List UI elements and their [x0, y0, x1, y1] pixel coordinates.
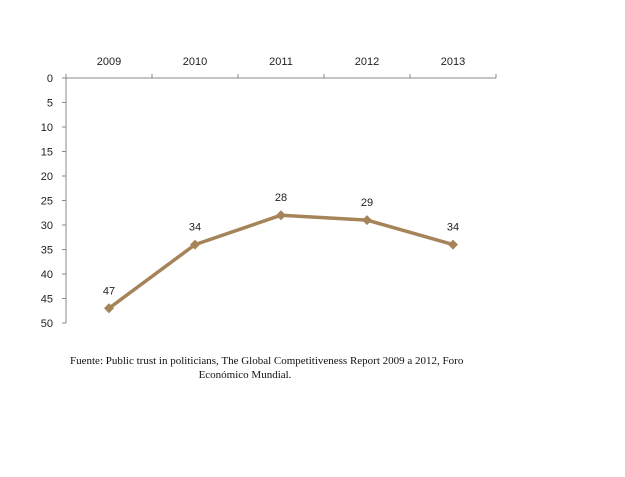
- y-tick-label: 50: [41, 318, 53, 330]
- data-label: 29: [361, 197, 373, 209]
- x-tick-label: 2013: [441, 56, 465, 68]
- data-point-marker: [190, 239, 200, 250]
- y-tick-label: 30: [41, 220, 53, 232]
- data-point-marker: [104, 303, 114, 314]
- source-note: Fuente: Public trust in politicians, The…: [70, 354, 510, 382]
- data-label: 28: [275, 192, 287, 204]
- x-tick-label: 2011: [269, 56, 293, 68]
- source-note-line-1: Fuente: Public trust in politicians, The…: [70, 355, 464, 367]
- y-tick-label: 45: [41, 294, 53, 306]
- data-point-marker: [448, 239, 458, 250]
- y-tick-label: 10: [41, 122, 53, 134]
- y-tick-label: 35: [41, 245, 53, 257]
- chart-axes: 0 5 10 15 20 25 30 35 40 45 50 2009 2010 2011 2012 2013: [41, 56, 497, 330]
- chart-series: [104, 210, 458, 314]
- y-tick-label: 40: [41, 269, 53, 281]
- y-tick-label: 15: [41, 147, 53, 159]
- y-tick-label: 0: [47, 73, 53, 85]
- data-label: 47: [103, 285, 115, 297]
- x-tick-label: 2012: [355, 56, 379, 68]
- chart-data-labels: 47 34 28 29 34: [103, 192, 459, 297]
- y-tick-label: 25: [41, 196, 53, 208]
- y-tick-label: 5: [47, 98, 53, 110]
- data-label: 34: [447, 222, 459, 234]
- data-label: 34: [189, 222, 201, 234]
- data-point-marker: [362, 215, 372, 226]
- series-line: [107, 213, 455, 311]
- x-tick-label: 2009: [97, 56, 121, 68]
- y-tick-label: 20: [41, 171, 53, 183]
- x-tick-label: 2010: [183, 56, 207, 68]
- source-note-line-2: Económico Mundial.: [198, 369, 292, 381]
- data-point-marker: [276, 210, 286, 221]
